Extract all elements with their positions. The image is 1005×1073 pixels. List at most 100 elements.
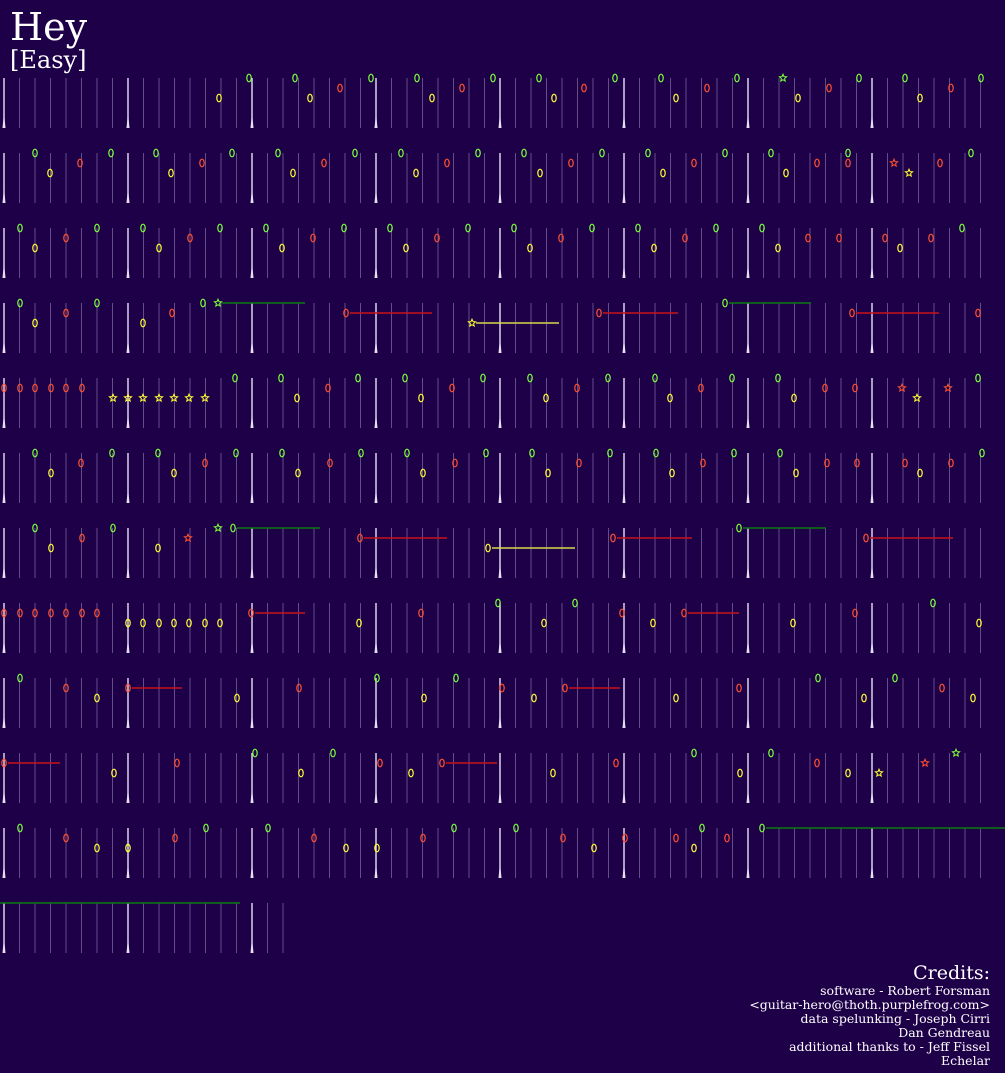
note-gem bbox=[558, 233, 564, 243]
measure-marker bbox=[870, 339, 874, 353]
note-gem bbox=[377, 758, 383, 768]
measure-marker bbox=[2, 264, 6, 278]
note-gem bbox=[110, 523, 116, 533]
measure-marker bbox=[250, 114, 254, 128]
measure-marker bbox=[250, 339, 254, 353]
note-gem bbox=[572, 598, 578, 608]
note-gem bbox=[252, 748, 258, 758]
note-gem bbox=[32, 608, 38, 618]
note-gem bbox=[403, 243, 409, 253]
note-gem bbox=[852, 383, 858, 393]
note-gem bbox=[480, 373, 486, 383]
note-gem bbox=[296, 683, 302, 693]
note-gem bbox=[186, 618, 192, 628]
note-gem bbox=[613, 758, 619, 768]
note-gem bbox=[793, 468, 799, 478]
note-gem bbox=[294, 393, 300, 403]
measure-marker bbox=[622, 864, 626, 878]
note-gem bbox=[439, 758, 445, 768]
note-gem bbox=[17, 673, 23, 683]
note-gem bbox=[79, 608, 85, 618]
note-gem bbox=[576, 458, 582, 468]
note-gem bbox=[48, 468, 54, 478]
note-gem bbox=[527, 373, 533, 383]
note-gem bbox=[691, 843, 697, 853]
note-gem bbox=[187, 233, 193, 243]
note-gem bbox=[202, 618, 208, 628]
note-gem bbox=[434, 233, 440, 243]
note-gem bbox=[691, 748, 697, 758]
note-gem bbox=[140, 223, 146, 233]
note-gem bbox=[541, 618, 547, 628]
note-gem bbox=[290, 168, 296, 178]
note-gem bbox=[777, 448, 783, 458]
note-gem bbox=[704, 83, 710, 93]
note-gem bbox=[882, 233, 888, 243]
star-power-note bbox=[213, 522, 223, 533]
note-gem bbox=[814, 758, 820, 768]
note-gem bbox=[568, 158, 574, 168]
measure-marker bbox=[126, 264, 130, 278]
note-gem bbox=[536, 73, 542, 83]
note-gem bbox=[17, 383, 23, 393]
measure-marker bbox=[374, 264, 378, 278]
note-gem bbox=[845, 148, 851, 158]
note-gem bbox=[94, 843, 100, 853]
credits-line: Dan Gendreau bbox=[898, 1025, 990, 1040]
note-gem bbox=[325, 383, 331, 393]
note-gem bbox=[790, 618, 796, 628]
measure-marker bbox=[746, 714, 750, 728]
note-gem bbox=[311, 833, 317, 843]
note-gem bbox=[968, 148, 974, 158]
measure-marker bbox=[374, 714, 378, 728]
measure-marker bbox=[374, 189, 378, 203]
note-gem bbox=[854, 458, 860, 468]
note-gem bbox=[845, 158, 851, 168]
note-gem bbox=[229, 148, 235, 158]
note-gem bbox=[230, 523, 236, 533]
star-power-note bbox=[874, 767, 884, 778]
note-gem bbox=[125, 618, 131, 628]
measure-marker bbox=[746, 339, 750, 353]
note-gem bbox=[589, 223, 595, 233]
star-power-note bbox=[184, 392, 194, 403]
note-gem bbox=[596, 308, 602, 318]
star-power-note bbox=[123, 392, 133, 403]
song-title: Hey bbox=[10, 5, 88, 49]
note-gem bbox=[310, 233, 316, 243]
note-gem bbox=[216, 93, 222, 103]
star-power-note bbox=[169, 392, 179, 403]
note-gem bbox=[17, 298, 23, 308]
measure-marker bbox=[498, 264, 502, 278]
note-gem bbox=[420, 468, 426, 478]
note-gem bbox=[978, 73, 984, 83]
measure-marker bbox=[498, 564, 502, 578]
measure-marker bbox=[126, 864, 130, 878]
measure-marker bbox=[2, 114, 6, 128]
note-gem bbox=[635, 223, 641, 233]
star-power-note bbox=[778, 72, 788, 83]
measure-marker bbox=[622, 339, 626, 353]
note-gem bbox=[357, 533, 363, 543]
note-gem bbox=[63, 383, 69, 393]
note-gem bbox=[529, 448, 535, 458]
measure-marker bbox=[126, 564, 130, 578]
measure-marker bbox=[622, 264, 626, 278]
note-gem bbox=[824, 458, 830, 468]
note-gem bbox=[1, 383, 7, 393]
measure-marker bbox=[622, 639, 626, 653]
measure-marker bbox=[2, 489, 6, 503]
note-gem bbox=[713, 223, 719, 233]
note-gem bbox=[731, 448, 737, 458]
note-gem bbox=[48, 608, 54, 618]
note-gem bbox=[292, 73, 298, 83]
note-gem bbox=[768, 148, 774, 158]
measure-marker bbox=[870, 489, 874, 503]
measure-marker bbox=[870, 189, 874, 203]
note-gem bbox=[581, 83, 587, 93]
credits-line: Echelar bbox=[941, 1053, 990, 1068]
note-gem bbox=[233, 448, 239, 458]
measure-marker bbox=[2, 714, 6, 728]
note-gem bbox=[917, 468, 923, 478]
note-gem bbox=[768, 748, 774, 758]
